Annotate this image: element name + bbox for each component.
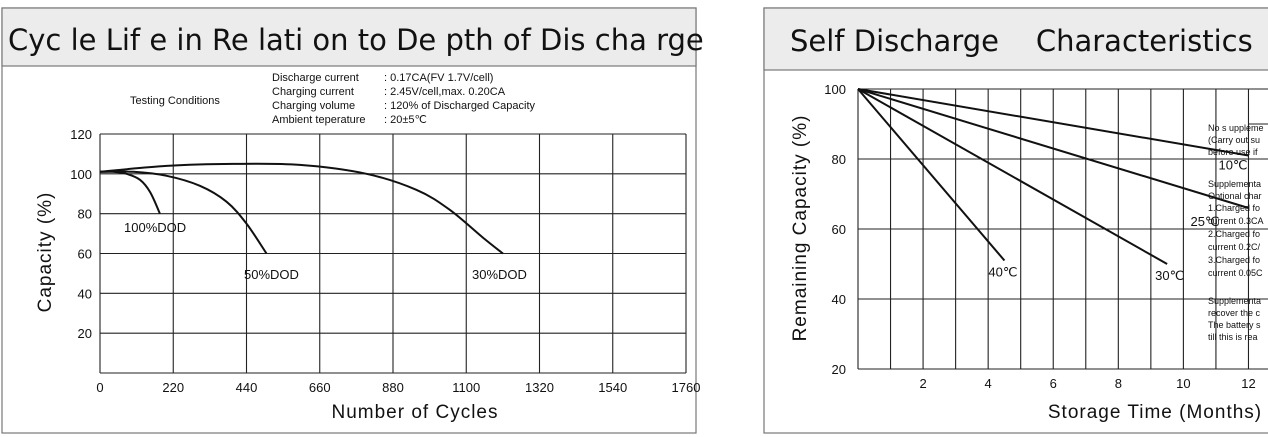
series-label: 30%DOD — [472, 267, 527, 282]
note-line: till this is rea — [1208, 332, 1258, 342]
y-tick-label: 120 — [70, 127, 92, 142]
x-tick-label: 1320 — [525, 380, 554, 395]
series-line-40c — [857, 88, 1006, 262]
testing-conditions-heading: Testing Conditions — [130, 95, 220, 107]
note-line: (Carry out su — [1208, 135, 1260, 145]
x-tick-label: 1760 — [672, 380, 701, 395]
self-discharge-title-band — [763, 7, 1268, 71]
condition-label-discharge: Discharge current — [272, 72, 359, 84]
x-tick-label: 10 — [1176, 376, 1190, 391]
x-tick-label: 660 — [309, 380, 331, 395]
y-tick-label: 80 — [832, 152, 846, 167]
note-line: Supplementa — [1208, 296, 1261, 306]
self-discharge-plot: 2 4 6 8 10 12 100 80 60 40 20 10℃ 25℃ 30℃ 40℃ — [824, 82, 1268, 391]
x-tick-label: 6 — [1050, 376, 1057, 391]
y-tick-label: 40 — [832, 292, 846, 307]
note-line: No s uppleme — [1208, 123, 1264, 133]
cycle-life-y-axis-label: Capacity (%) — [35, 192, 56, 313]
series-line-10c — [857, 88, 1249, 157]
note-line: current 0.05C — [1208, 268, 1263, 278]
cycle-life-x-axis-label: Number of Cycles — [332, 402, 499, 423]
condition-value-charging-current: : 2.45V/cell,max. 0.20CA — [384, 86, 506, 98]
x-tick-label: 220 — [162, 380, 184, 395]
series-label: 10℃ — [1218, 158, 1247, 173]
note-line: Optional char — [1208, 191, 1262, 201]
cycle-life-plot: 0 220 440 660 880 1100 1320 1540 1760 120 100 80 60 4… — [70, 127, 700, 395]
series-label: 30℃ — [1155, 268, 1184, 283]
self-discharge-panel: Self Discharge Characteristics 2 4 6 8 10 12 1… — [763, 7, 1268, 434]
x-tick-label: 440 — [236, 380, 258, 395]
self-discharge-notes: No s uppleme (Carry out su before use if Su… — [1208, 123, 1264, 342]
series-label: 50%DOD — [244, 267, 299, 282]
self-discharge-x-axis-label: Storage Time (Months) — [1048, 402, 1262, 423]
cycle-life-panel: Cyc le Lif e in Re lati on to De pth of … — [1, 7, 704, 434]
condition-label-ambient: Ambient teperature — [272, 114, 366, 126]
note-line: recover the c — [1208, 308, 1261, 318]
x-tick-label: 12 — [1241, 376, 1255, 391]
condition-label-charging-current: Charging current — [272, 86, 354, 98]
series-line-30-dod — [99, 162, 504, 255]
y-tick-label: 60 — [78, 247, 92, 262]
series-label: 100%DOD — [124, 220, 186, 235]
y-tick-label: 40 — [78, 286, 92, 301]
x-tick-label: 1540 — [598, 380, 627, 395]
series-line-30c — [857, 88, 1168, 265]
cycle-life-frame — [1, 7, 697, 434]
x-tick-label: 0 — [96, 380, 103, 395]
note-line: Supplementa — [1208, 179, 1261, 189]
series-line-50-dod — [99, 170, 268, 255]
note-line: current 0.3CA — [1208, 216, 1264, 226]
x-tick-label: 4 — [985, 376, 992, 391]
y-tick-label: 100 — [824, 82, 846, 97]
x-tick-label: 1100 — [452, 380, 480, 395]
y-tick-label: 100 — [70, 167, 92, 182]
self-discharge-y-axis-label: Remaining Capacity (%) — [790, 115, 811, 342]
x-tick-label: 880 — [382, 380, 404, 395]
y-tick-label: 80 — [78, 207, 92, 222]
x-tick-label: 8 — [1115, 376, 1122, 391]
series-label: 40℃ — [988, 265, 1017, 280]
y-tick-label: 20 — [832, 362, 846, 377]
condition-value-ambient: : 20±5℃ — [384, 114, 427, 126]
note-line: 2.Charged fo — [1208, 229, 1260, 239]
condition-value-discharge: : 0.17CA(FV 1.7V/cell) — [384, 72, 493, 84]
condition-value-charging-volume: : 120% of Discharged Capacity — [384, 100, 536, 112]
cycle-life-title-band — [1, 7, 697, 67]
series-line-25c — [857, 88, 1249, 209]
note-line: 3.Charged fo — [1208, 255, 1260, 265]
cycle-life-title: Cyc le Lif e in Re lati on to De pth of … — [8, 23, 704, 57]
note-line: before use if — [1208, 147, 1258, 157]
series-label: 25℃ — [1190, 214, 1219, 229]
y-tick-label: 20 — [78, 326, 92, 341]
note-line: The battery s — [1208, 320, 1261, 330]
self-discharge-frame — [763, 7, 1268, 434]
condition-label-charging-volume: Charging volume — [272, 100, 355, 112]
note-line: current 0.2C/ — [1208, 242, 1261, 252]
self-discharge-title: Self Discharge Characteristics — [790, 24, 1253, 58]
y-tick-label: 60 — [832, 222, 846, 237]
x-tick-label: 2 — [919, 376, 926, 391]
note-line: 1.Charged fo — [1208, 203, 1260, 213]
